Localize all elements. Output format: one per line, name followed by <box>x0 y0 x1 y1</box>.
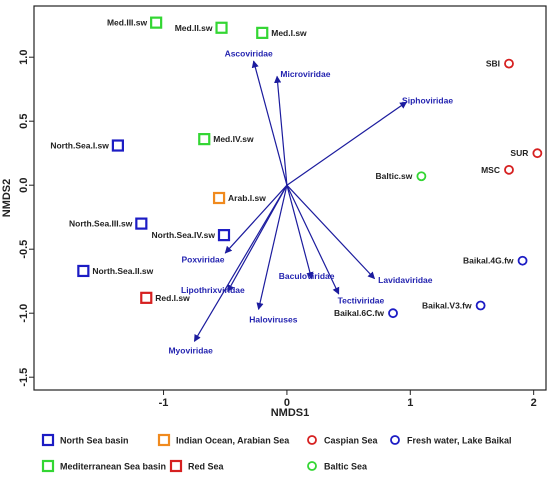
y-tick-label-1-5: -1.5 <box>18 368 30 387</box>
x-tick-label-1: 1 <box>407 397 413 409</box>
vector-label-tectiviridae: Tectiviridae <box>338 295 385 305</box>
x-tick-label-1: -1 <box>159 397 169 409</box>
legend-marker-baltic-sea <box>307 461 317 471</box>
point-label-baikal-6c-fw: Baikal.6C.fw <box>334 308 384 318</box>
legend-marker-caspian-sea <box>307 435 317 445</box>
x-tick-label-0: 0 <box>284 397 290 409</box>
point-label-msc: MSC <box>481 165 500 175</box>
y-tick-label-1-0: -1.0 <box>18 304 30 323</box>
legend-marker-north-sea-basin <box>41 433 55 447</box>
y-tick-label-1-0: 1.0 <box>18 50 30 65</box>
point-marker-baltic-sw <box>416 171 427 182</box>
vector-label-baculoviridae: Baculoviridae <box>279 271 335 281</box>
plot-frame <box>33 5 547 391</box>
point-marker-med-iv-sw <box>198 133 211 146</box>
vector-label-siphoviridae: Siphoviridae <box>402 96 453 106</box>
point-marker-red-i-sw <box>140 291 153 304</box>
vector-arrow-myoviridae <box>193 184 288 342</box>
legend-label-north-sea-basin: North Sea basin <box>60 436 129 446</box>
legend-marker-fresh-water-lake-baikal <box>390 435 400 445</box>
legend-label-fresh-water-lake-baikal: Fresh water, Lake Baikal <box>407 436 512 446</box>
ticks-layer: -1 0 1 2 -1.5 -1.0 -0.5 0.0 0.5 1.0 <box>18 50 537 409</box>
vector-label-microviridae: Microviridae <box>280 69 330 79</box>
y-axis-title: NMDS2 <box>1 179 13 218</box>
point-marker-north-sea-iv-sw <box>217 229 231 242</box>
point-marker-baikal-6c-fw <box>388 308 398 319</box>
vector-arrow-lavidaviridae <box>286 184 376 280</box>
point-label-baltic-sw: Baltic.sw <box>376 171 413 181</box>
point-marker-north-sea-ii-sw <box>77 264 90 278</box>
points-layer: Med.III.sw Med.II.sw Med.I.sw Med.IV.sw Nort… <box>50 16 543 319</box>
y-tick-label-0-5: -0.5 <box>18 240 30 259</box>
point-marker-baikal-v3-fw <box>475 300 486 311</box>
point-marker-arab-i-sw <box>212 191 226 205</box>
point-label-med-iii-sw: Med.III.sw <box>107 18 148 28</box>
x-axis-title: NMDS1 <box>271 407 310 419</box>
point-marker-med-ii-sw <box>215 21 228 34</box>
point-label-baikal-4g-fw: Baikal.4G.fw <box>463 256 514 266</box>
vector-label-myoviridae: Myoviridae <box>168 345 213 355</box>
point-label-sbi: SBI <box>486 59 500 69</box>
point-marker-sbi <box>504 58 514 69</box>
legend-marker-red-sea <box>169 459 183 473</box>
point-label-red-i-sw: Red.I.sw <box>155 293 190 303</box>
y-tick-label-0-5: 0.5 <box>18 114 30 129</box>
point-marker-north-sea-i-sw <box>111 139 124 152</box>
vector-arrow-ascoviridae <box>251 60 288 186</box>
point-label-med-i-sw: Med.I.sw <box>271 28 307 38</box>
point-label-med-iv-sw: Med.IV.sw <box>213 134 254 144</box>
vector-label-lavidaviridae: Lavidaviridae <box>378 275 433 285</box>
y-tick-label-0-0: 0.0 <box>18 178 30 193</box>
vector-label-ascoviridae: Ascoviridae <box>225 48 273 58</box>
vector-arrow-tectiviridae <box>286 184 340 295</box>
legend-label-caspian-sea: Caspian Sea <box>324 436 379 446</box>
point-marker-baikal-4g-fw <box>517 255 528 266</box>
point-marker-msc <box>504 164 514 175</box>
legend-label-red-sea: Red Sea <box>188 462 225 472</box>
legend-label-mediterranean-sea-basin: Mediterranean Sea basin <box>60 462 166 472</box>
vector-label-poxviridae: Poxviridae <box>182 254 225 264</box>
legend-marker-indian-ocean-arabian-sea <box>157 433 171 447</box>
vector-arrow-haloviruses <box>256 185 288 311</box>
point-label-north-sea-iii-sw: North.Sea.III.sw <box>69 219 133 229</box>
legend-label-indian-ocean-arabian-sea: Indian Ocean, Arabian Sea <box>176 436 290 446</box>
vector-arrow-poxviridae <box>224 184 288 254</box>
legend-marker-mediterranean-sea-basin <box>41 459 55 473</box>
legend: North Sea basin Indian Ocean, Arabian Sea… <box>41 433 512 473</box>
vector-arrow-microviridae <box>274 75 288 186</box>
vector-arrow-siphoviridae <box>286 101 408 186</box>
point-label-sur: SUR <box>510 148 528 158</box>
point-label-north-sea-i-sw: North.Sea.I.sw <box>50 141 109 151</box>
point-label-med-ii-sw: Med.II.sw <box>175 23 213 33</box>
point-marker-sur <box>532 148 543 159</box>
x-tick-label-2: 2 <box>531 397 537 409</box>
vector-label-lipothrixviridae: Lipothrixviridae <box>181 285 245 295</box>
point-label-north-sea-ii-sw: North.Sea.II.sw <box>92 266 153 276</box>
point-label-north-sea-iv-sw: North.Sea.IV.sw <box>152 230 216 240</box>
point-label-baikal-v3-fw: Baikal.V3.fw <box>422 301 472 311</box>
point-marker-med-iii-sw <box>150 16 163 29</box>
point-label-arab-i-sw: Arab.I.sw <box>228 193 266 203</box>
point-marker-north-sea-iii-sw <box>135 217 148 230</box>
vectors-layer: Ascoviridae Microviridae Siphoviridae Poxvi… <box>168 48 453 355</box>
vector-arrow-baculoviridae <box>286 185 314 280</box>
point-marker-med-i-sw <box>256 26 269 39</box>
legend-label-baltic-sea: Baltic Sea <box>324 462 368 472</box>
vector-label-haloviruses: Haloviruses <box>249 315 297 325</box>
